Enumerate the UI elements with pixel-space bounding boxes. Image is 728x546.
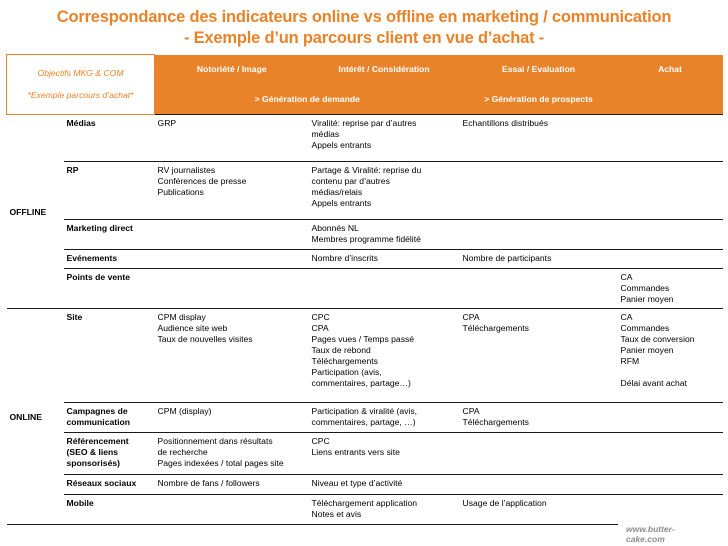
table-row: Campagnes de communication CPM (display)… (7, 402, 723, 433)
table-row: Points de vente CA Commandes Panier moye… (7, 268, 723, 309)
row-label: Campagnes de communication (63, 402, 155, 433)
cell-notoriete: Positionnement dans résultats de recherc… (154, 432, 309, 475)
cell-essai (459, 474, 618, 495)
table-row: OFFLINE Médias GRP Viralité: reprise par… (6, 114, 723, 309)
header-blank (617, 84, 723, 115)
cell-essai: Echantillons distribués (459, 114, 618, 162)
row-label: Marketing direct (63, 219, 155, 250)
cell-essai (459, 268, 618, 309)
objectifs-line-1: Objectifs MKG & COM (37, 68, 124, 78)
cell-interet: Abonnés NL Membres programme fidélité (308, 219, 460, 250)
header-generation-demande: > Génération de demande (154, 84, 460, 115)
header-achat: Achat (617, 54, 723, 85)
cell-achat: CA Commandes Panier moyen (617, 268, 723, 309)
cell-interet: CPC CPA Pages vues / Temps passé Taux de… (308, 308, 460, 403)
row-label: Mobile (63, 494, 155, 525)
cell-achat (617, 114, 723, 162)
row-label: Points de vente (63, 268, 155, 309)
table-row: Référencement (SEO & liens sponsorisés) … (7, 432, 723, 475)
table-row: Evénements Nombre d’inscrits Nombre de p… (7, 249, 723, 269)
table-row: Réseaux sociaux Nombre de fans / followe… (7, 474, 723, 495)
cell-notoriete (154, 219, 309, 250)
cell-achat (618, 495, 723, 525)
header-essai: Essai / Evaluation (459, 54, 618, 85)
cell-interet: Nombre d’inscrits (308, 249, 460, 269)
title-line-1: Correspondance des indicateurs online vs… (56, 8, 672, 26)
cell-achat (617, 474, 723, 495)
row-label: Médias (63, 114, 155, 162)
cell-interet: Partage & Viralité: reprise du contenu p… (308, 161, 460, 220)
cell-achat: CA Commandes Taux de conversion Panier m… (617, 308, 723, 403)
table-row: Marketing direct Abonnés NL Membres prog… (7, 219, 723, 250)
cell-achat (617, 402, 723, 433)
cell-essai: Usage de l’application (459, 494, 618, 525)
page-title: Correspondance des indicateurs online vs… (0, 7, 728, 49)
header-notoriete: Notoriété / Image (154, 54, 309, 85)
header-generation-prospects: > Génération de prospects (459, 84, 618, 115)
cell-notoriete (154, 494, 309, 525)
title-line-2: - Exemple d’un parcours client en vue d’… (183, 29, 545, 47)
footer-url: www.butter- cake.com (626, 524, 675, 544)
cell-achat (617, 161, 723, 220)
cell-interet: Participation & viralité (avis, commenta… (308, 402, 460, 433)
cell-notoriete: CPM display Audience site web Taux de no… (154, 308, 309, 403)
cell-essai (459, 432, 618, 475)
row-label: Evénements (63, 249, 155, 269)
cell-essai: CPA Téléchargements (459, 402, 618, 433)
row-label: Réseaux sociaux (63, 474, 155, 495)
cell-achat (617, 219, 723, 250)
cell-interet (308, 268, 460, 309)
objectifs-line-2: *Exemple parcours d’achat* (27, 90, 134, 100)
table-row: Mobile Téléchargement application Notes … (7, 494, 723, 525)
cell-essai: CPA Téléchargements (459, 308, 618, 403)
indicators-table: Objectifs MKG & COM *Exemple parcours d’… (5, 54, 723, 525)
cell-interet: Téléchargement application Notes et avis (308, 494, 460, 525)
online-group-label: ONLINE (6, 308, 64, 525)
cell-notoriete: CPM (display) (154, 402, 309, 433)
row-label: RP (63, 161, 155, 220)
row-label: Site (63, 308, 155, 403)
objectifs-header: Objectifs MKG & COM *Exemple parcours d’… (5, 54, 156, 115)
offline-group-label: OFFLINE (6, 114, 64, 309)
row-label: Référencement (SEO & liens sponsorisés) (63, 432, 155, 475)
cell-interet: Niveau et type d’activité (308, 474, 460, 495)
cell-notoriete: RV journalistes Conférences de presse Pu… (154, 161, 309, 220)
cell-notoriete (154, 249, 309, 269)
cell-interet: CPC Liens entrants vers site (308, 432, 460, 475)
cell-essai (459, 219, 618, 250)
cell-achat (617, 249, 723, 269)
header-interet: Intérêt / Considération (308, 54, 460, 85)
header-row: Objectifs MKG & COM *Exemple parcours d’… (5, 54, 723, 115)
cell-interet: Viralité: reprise par d’autres médias Ap… (308, 114, 460, 162)
cell-notoriete (154, 268, 309, 309)
table-row: RP RV journalistes Conférences de presse… (7, 161, 723, 220)
cell-essai: Nombre de participants (459, 249, 618, 269)
cell-achat (617, 432, 723, 475)
header-row-2: > Génération de demande > Génération de … (7, 84, 723, 115)
cell-notoriete: GRP (154, 114, 309, 162)
cell-notoriete: Nombre de fans / followers (154, 474, 309, 495)
cell-essai (459, 161, 618, 220)
table-row: ONLINE Site CPM display Audience site we… (6, 308, 723, 525)
